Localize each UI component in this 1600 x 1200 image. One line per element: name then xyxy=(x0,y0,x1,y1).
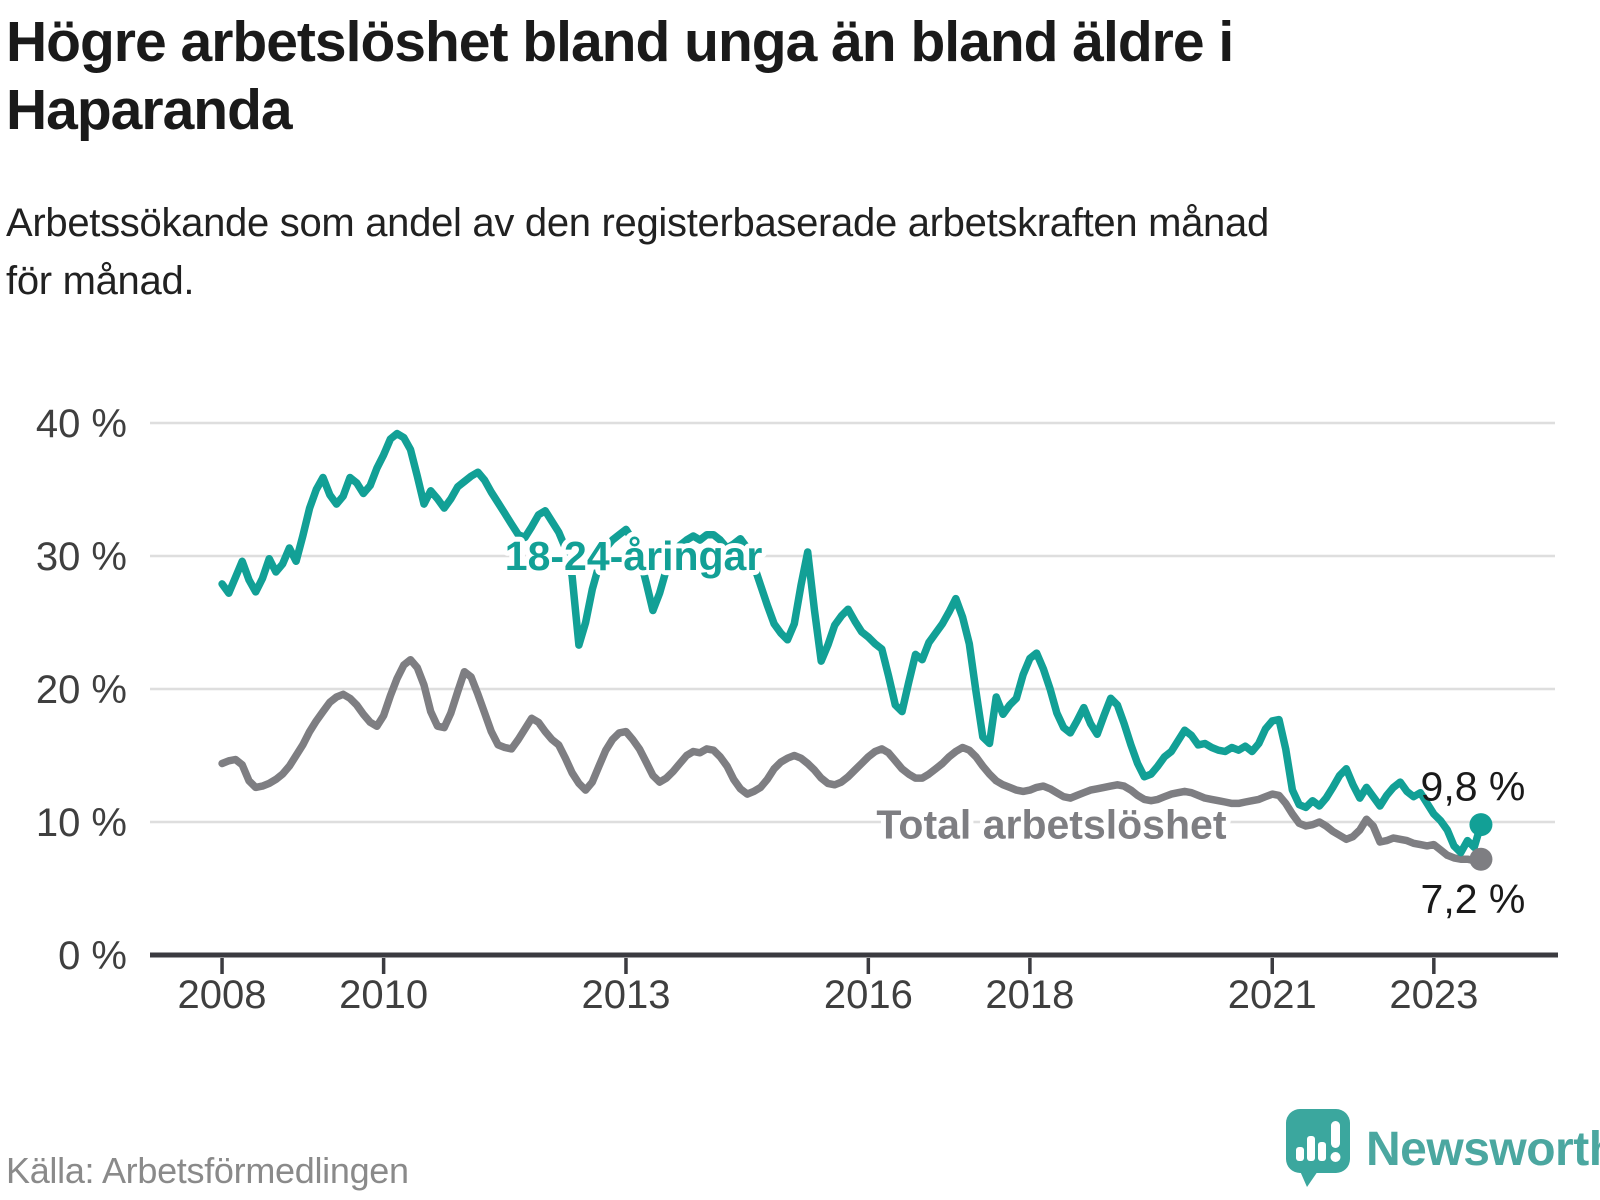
newsworthy-wordmark: Newsworthy xyxy=(1366,1122,1600,1176)
x-axis-tick-label: 2013 xyxy=(581,973,670,1017)
series-end-dot xyxy=(1469,847,1493,871)
series-end-value-label: 7,2 % xyxy=(1421,876,1526,922)
series-line-total xyxy=(218,655,1485,865)
newsworthy-brand: Newsworthy xyxy=(1286,1106,1600,1192)
x-axis-tick-label: 2008 xyxy=(178,973,267,1017)
series-label: Total arbetslöshet xyxy=(876,802,1226,848)
newsworthy-logo-icon xyxy=(1286,1109,1350,1187)
series-end-value-label: 9,8 % xyxy=(1421,764,1526,810)
y-axis-tick-label: 40 % xyxy=(36,402,127,446)
x-axis-tick-label: 2023 xyxy=(1389,973,1478,1017)
x-axis-tick-label: 2010 xyxy=(339,973,428,1017)
y-axis-tick-label: 0 % xyxy=(58,934,127,978)
x-axis-tick-label: 2018 xyxy=(985,973,1074,1017)
y-axis-tick-label: 20 % xyxy=(36,668,127,712)
series-line-youth xyxy=(218,429,1485,857)
series-end-dot xyxy=(1469,813,1493,837)
source-note: Källa: Arbetsförmedlingen xyxy=(6,1150,409,1191)
page-subtitle: Arbetssökande som andel av den registerb… xyxy=(6,201,1269,303)
x-axis-tick-label: 2016 xyxy=(824,973,913,1017)
page-title: Högre arbetslöshet bland unga än bland ä… xyxy=(6,10,1234,143)
y-axis-tick-label: 30 % xyxy=(36,535,127,579)
series-label: 18-24-åringar xyxy=(505,533,763,579)
x-axis-tick-label: 2021 xyxy=(1228,973,1317,1017)
y-axis-tick-label: 10 % xyxy=(36,801,127,845)
